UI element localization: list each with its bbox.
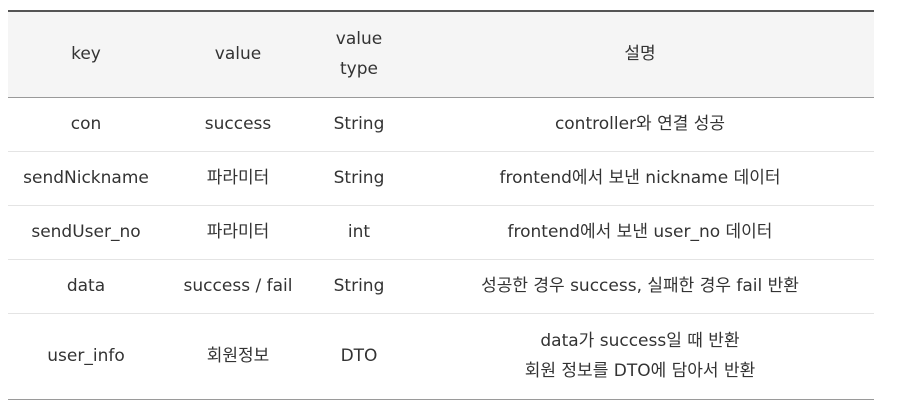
cell-key: sendNickname (8, 151, 164, 206)
table-body: con success String controller와 연결 성공 sen… (8, 97, 874, 400)
table-row: con success String controller와 연결 성공 (8, 97, 874, 152)
cell-description-line1: data가 success일 때 반환 (540, 331, 740, 351)
cell-type: String (312, 259, 406, 314)
header-value-type-line1: value (335, 29, 383, 50)
cell-value: 파라미터 (164, 205, 312, 260)
cell-description: frontend에서 보낸 nickname 데이터 (406, 151, 874, 206)
cell-value: success / fail (164, 259, 312, 314)
api-response-table-wrapper: key value value type 설명 con success Stri… (8, 10, 874, 400)
cell-value: 파라미터 (164, 151, 312, 206)
api-response-table: key value value type 설명 con success Stri… (8, 10, 874, 400)
table-row: data success / fail String 성공한 경우 succes… (8, 259, 874, 314)
cell-description: frontend에서 보낸 user_no 데이터 (406, 205, 874, 260)
cell-description: controller와 연결 성공 (406, 97, 874, 152)
cell-value: success (164, 97, 312, 152)
cell-type: DTO (312, 313, 406, 400)
header-row: key value value type 설명 (8, 11, 874, 97)
cell-value: 회원정보 (164, 313, 312, 400)
header-key: key (71, 44, 101, 65)
header-value-type: value type (312, 11, 406, 97)
cell-type: int (312, 205, 406, 260)
cell-description: data가 success일 때 반환 회원 정보를 DTO에 담아서 반환 (406, 313, 874, 400)
cell-key: con (8, 97, 164, 152)
cell-key: data (8, 259, 164, 314)
table-row: sendNickname 파라미터 String frontend에서 보낸 n… (8, 151, 874, 206)
header-value-type-line2: type (340, 59, 378, 80)
cell-key: sendUser_no (8, 205, 164, 260)
table-header: key value value type 설명 (8, 11, 874, 97)
cell-description: 성공한 경우 success, 실패한 경우 fail 반환 (406, 259, 874, 314)
header-value: value (214, 44, 262, 65)
cell-description-line2: 회원 정보를 DTO에 담아서 반환 (524, 361, 756, 381)
cell-type: String (312, 97, 406, 152)
table-row: user_info 회원정보 DTO data가 success일 때 반환 회… (8, 313, 874, 400)
cell-key: user_info (8, 313, 164, 400)
cell-type: String (312, 151, 406, 206)
header-description: 설명 (624, 44, 656, 65)
table-row: sendUser_no 파라미터 int frontend에서 보낸 user_… (8, 205, 874, 260)
